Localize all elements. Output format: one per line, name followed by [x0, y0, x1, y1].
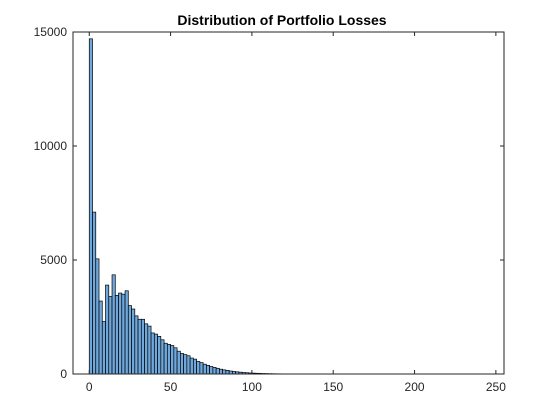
- histogram-bar: [111, 274, 116, 375]
- histogram-bar: [121, 293, 126, 375]
- histogram-bar: [189, 357, 194, 375]
- ticks-group: 0 50 100 150 200 250 0 5000 10000 15000: [34, 25, 507, 394]
- x-tick-label: 100: [242, 380, 262, 394]
- histogram-bar: [124, 290, 129, 375]
- histogram-bar: [150, 332, 155, 375]
- histogram-bar: [225, 370, 230, 375]
- bars-group: [88, 38, 311, 375]
- x-tick-label: 250: [486, 380, 506, 394]
- y-tick-label: 15000: [34, 25, 68, 39]
- x-tick-label: 200: [405, 380, 425, 394]
- histogram-bar: [163, 342, 168, 375]
- histogram-bar: [105, 284, 110, 375]
- histogram-bar: [206, 364, 210, 375]
- histogram-bar: [88, 38, 93, 375]
- histogram-bar: [157, 336, 162, 375]
- histogram-bar: [137, 318, 142, 375]
- y-tick-label: 0: [60, 367, 67, 381]
- histogram-bar: [212, 367, 217, 375]
- histogram-bar: [166, 344, 171, 375]
- histogram-bar: [160, 339, 165, 375]
- histogram-bar: [170, 345, 175, 375]
- histogram-bar: [153, 333, 158, 375]
- axes-group: [72, 31, 505, 375]
- x-tick-label: 50: [164, 380, 178, 394]
- histogram-bar: [118, 292, 123, 375]
- histogram-bar: [219, 368, 223, 375]
- histogram-bar: [92, 211, 97, 375]
- histogram-bar: [176, 350, 181, 375]
- histogram-bar: [202, 363, 207, 375]
- histogram-bar: [209, 366, 214, 375]
- x-tick-label: 0: [86, 380, 93, 394]
- histogram-bar: [215, 367, 220, 375]
- y-tick-label: 5000: [40, 253, 67, 267]
- histogram-bar: [222, 369, 227, 375]
- histogram-bar: [196, 361, 201, 375]
- histogram-bar: [114, 294, 119, 375]
- chart-title: Distribution of Portfolio Losses: [177, 12, 386, 28]
- histogram-bar: [173, 347, 178, 375]
- y-tick-label: 10000: [34, 139, 68, 153]
- histogram-bar: [140, 318, 145, 375]
- histogram-bar: [183, 354, 188, 375]
- histogram-bar: [193, 358, 197, 375]
- histogram-bar: [127, 305, 132, 375]
- histogram-bar: [134, 315, 139, 375]
- histogram-bar: [147, 325, 152, 375]
- histogram-bar: [101, 321, 106, 375]
- plot-box: [72, 31, 505, 375]
- histogram-bar: [95, 258, 100, 375]
- histogram-bar: [199, 362, 204, 375]
- histogram-bar: [131, 308, 136, 375]
- histogram-bar: [144, 323, 149, 375]
- histogram-bar: [108, 296, 113, 375]
- histogram-bar: [98, 300, 103, 375]
- histogram-bar: [179, 353, 184, 375]
- x-tick-label: 150: [323, 380, 343, 394]
- histogram-bar: [186, 355, 191, 375]
